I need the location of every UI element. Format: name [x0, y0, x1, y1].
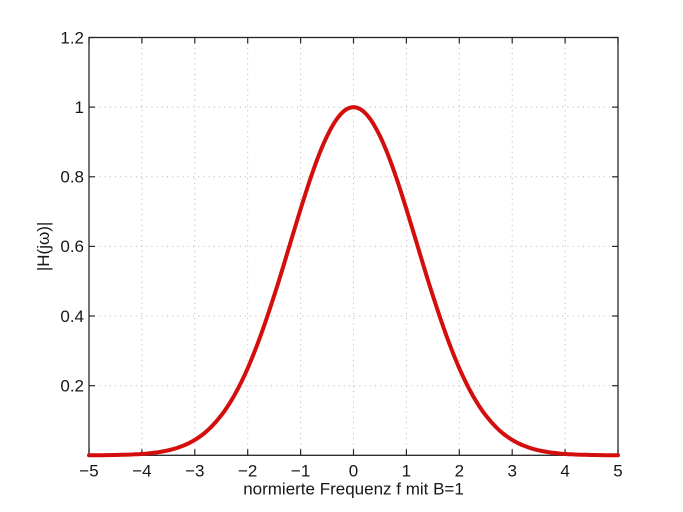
svg-text:−1: −1 — [291, 461, 310, 480]
svg-text:5: 5 — [613, 461, 622, 480]
svg-text:normierte Frequenz f mit B=1: normierte Frequenz f mit B=1 — [243, 479, 464, 498]
svg-text:−5: −5 — [79, 461, 98, 480]
svg-text:1: 1 — [75, 98, 84, 117]
svg-text:0: 0 — [349, 461, 358, 480]
svg-text:0.2: 0.2 — [60, 377, 84, 396]
svg-text:0.6: 0.6 — [60, 237, 84, 256]
svg-text:0.4: 0.4 — [60, 307, 84, 326]
svg-text:1: 1 — [402, 461, 411, 480]
svg-text:1.2: 1.2 — [60, 28, 84, 47]
svg-text:0.8: 0.8 — [60, 168, 84, 187]
svg-text:−2: −2 — [238, 461, 257, 480]
svg-text:2: 2 — [455, 461, 464, 480]
svg-text:|H(jω)|: |H(jω)| — [34, 222, 53, 271]
svg-text:−4: −4 — [132, 461, 151, 480]
svg-text:4: 4 — [560, 461, 569, 480]
svg-text:3: 3 — [507, 461, 516, 480]
svg-text:−3: −3 — [185, 461, 204, 480]
